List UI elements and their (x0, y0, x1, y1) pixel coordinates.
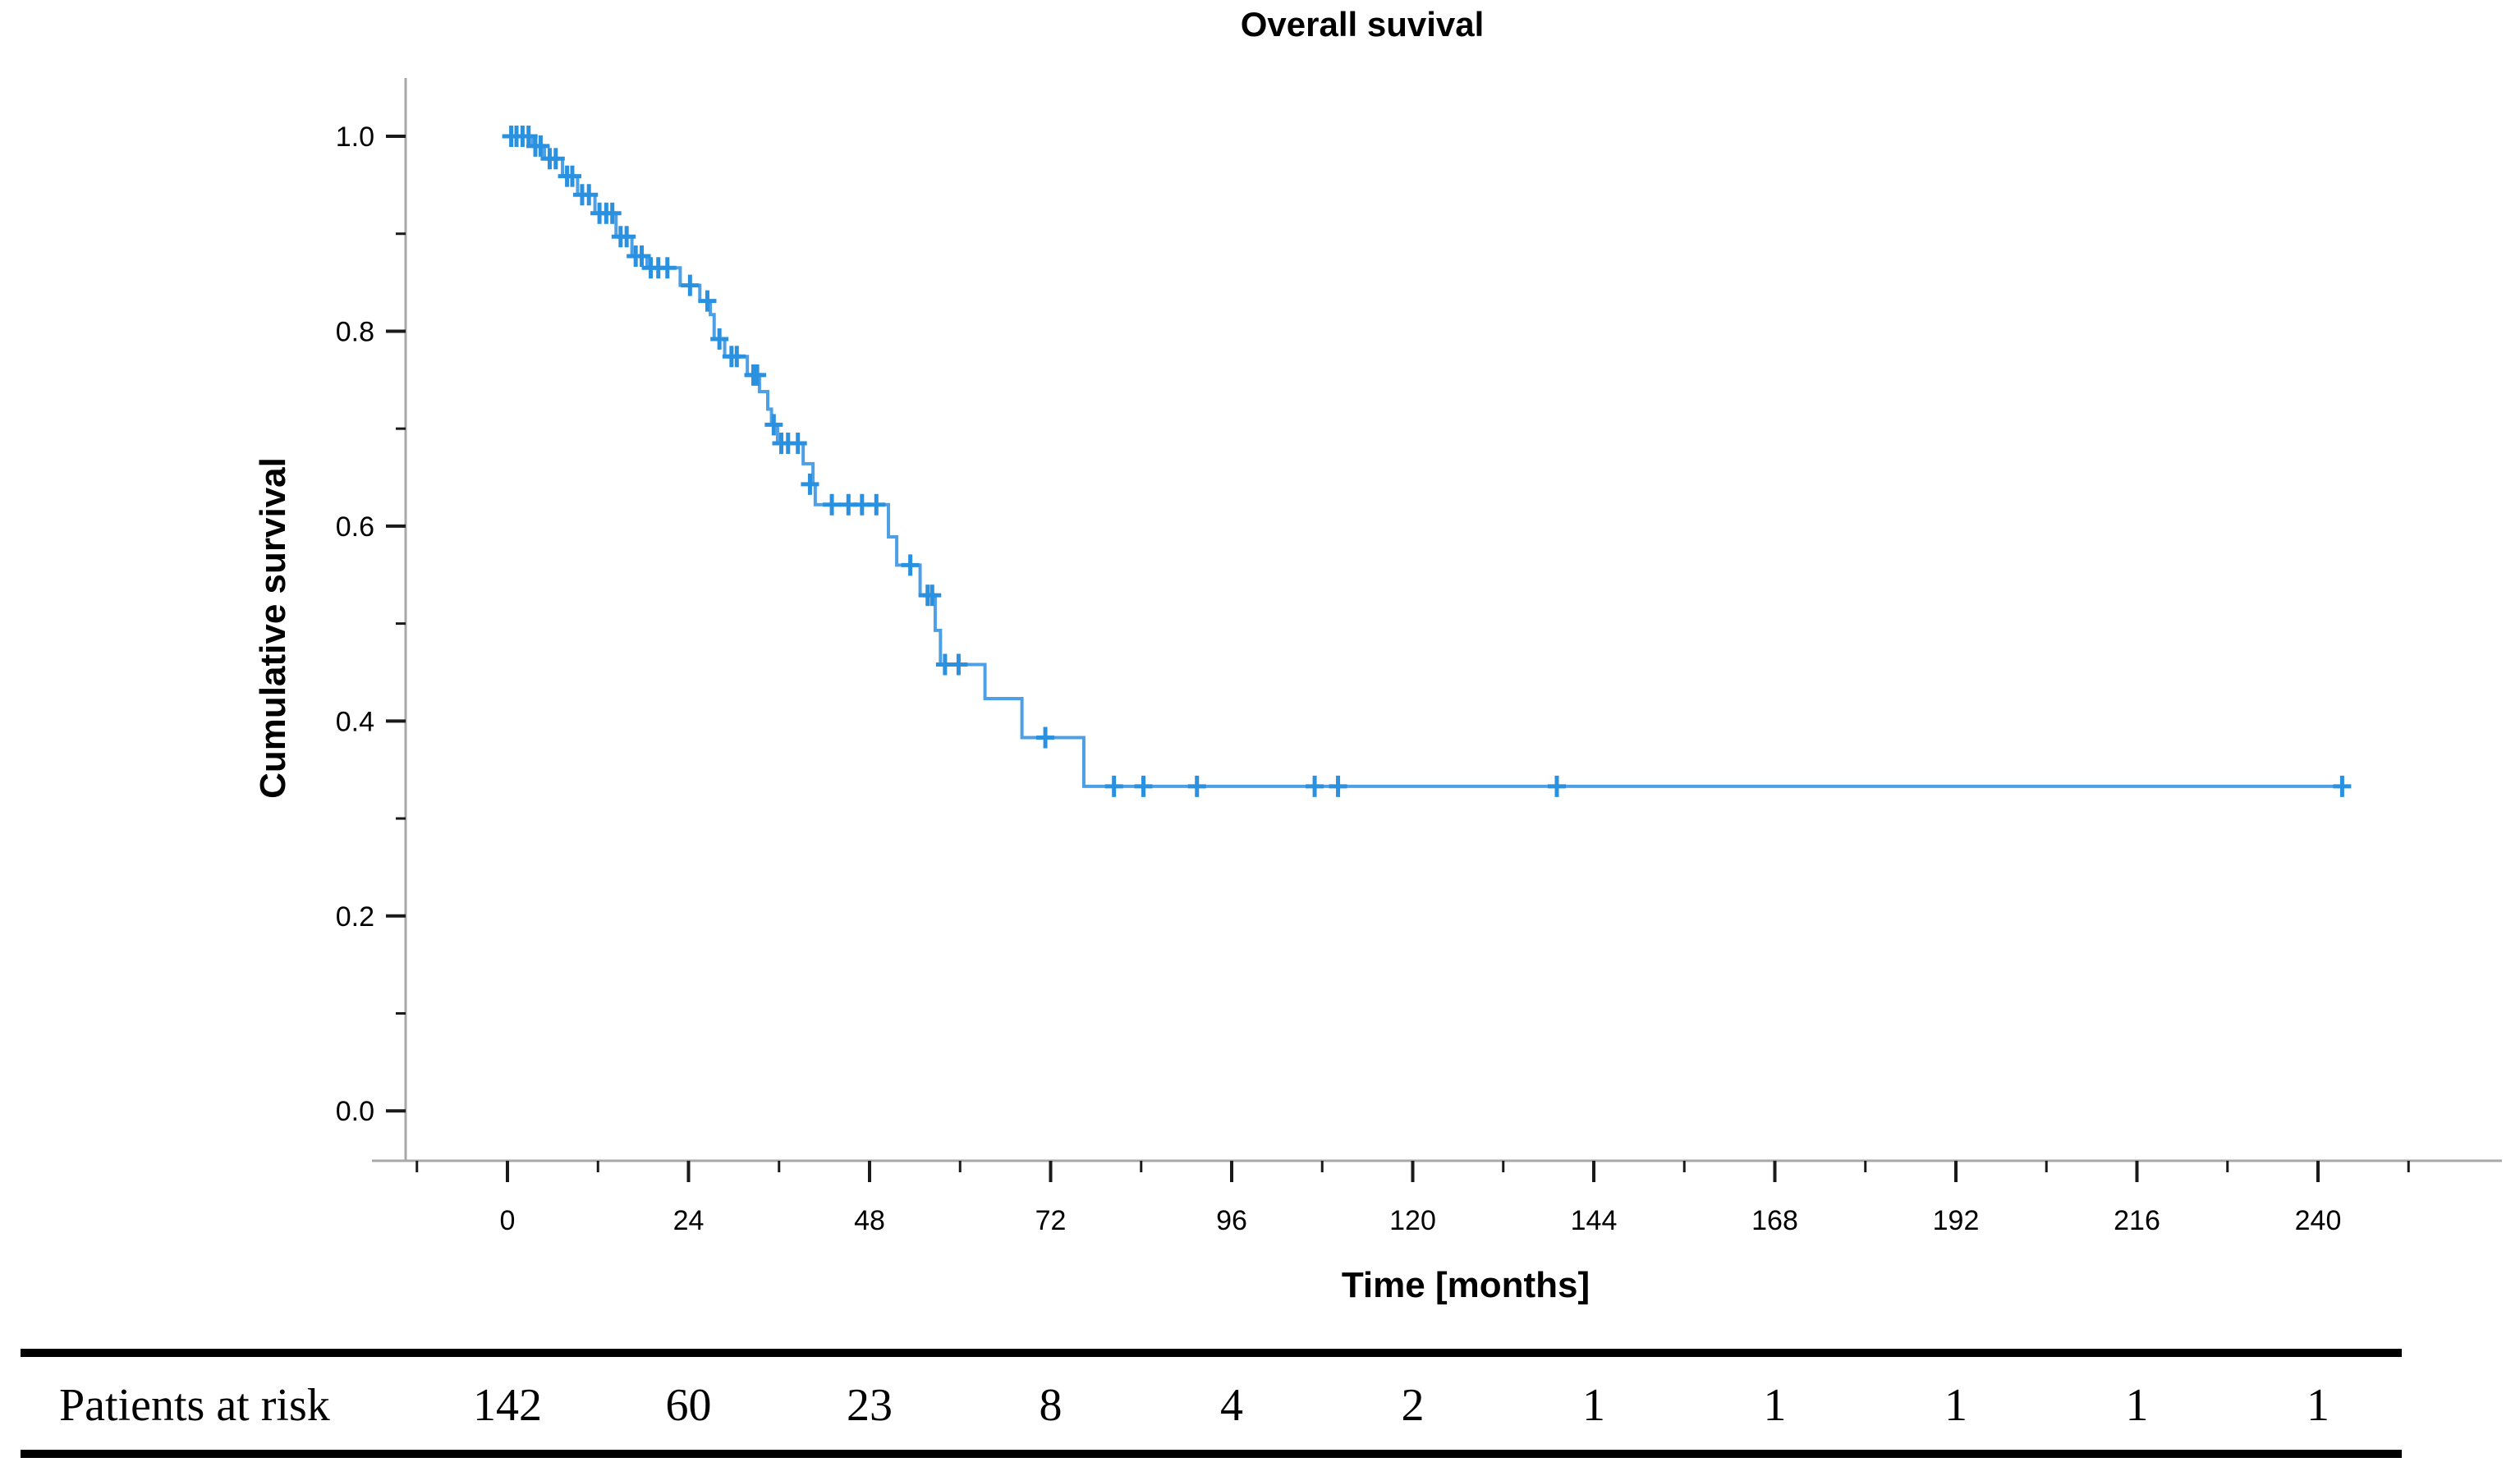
risk-count: 60 (665, 1380, 712, 1431)
risk-count: 2 (1401, 1380, 1425, 1431)
risk-count: 1 (2307, 1380, 2330, 1431)
x-tick-label: 216 (2114, 1205, 2160, 1236)
y-tick-label: 1.0 (336, 121, 374, 153)
risk-count: 23 (847, 1380, 893, 1431)
x-tick-label: 0 (500, 1205, 516, 1236)
y-axis-label: Cumulative survival (253, 457, 293, 799)
risk-count: 4 (1220, 1380, 1243, 1431)
risk-count: 142 (473, 1380, 542, 1431)
y-tick-label: 0.8 (336, 316, 374, 347)
chart-title: Overall suvival (1240, 5, 1485, 44)
y-tick-label: 0.2 (336, 901, 374, 933)
risk-count: 1 (1763, 1380, 1787, 1431)
x-tick-label: 96 (1216, 1205, 1247, 1236)
x-axis-label: Time [months] (1341, 1265, 1590, 1305)
risk-table-bottom-rule (21, 1450, 2402, 1458)
x-tick-label: 72 (1035, 1205, 1067, 1236)
x-tick-label: 48 (854, 1205, 885, 1236)
km-curve (507, 135, 2343, 788)
risk-count: 1 (1944, 1380, 1967, 1431)
risk-count: 8 (1039, 1380, 1063, 1431)
x-tick-label: 240 (2295, 1205, 2342, 1236)
x-tick-label: 24 (673, 1205, 705, 1236)
x-tick-label: 120 (1389, 1205, 1436, 1236)
x-tick-label: 192 (1933, 1205, 1980, 1236)
risk-table-top-rule (21, 1349, 2402, 1357)
x-tick-label: 144 (1571, 1205, 1618, 1236)
risk-count: 1 (2125, 1380, 2149, 1431)
risk-count: 1 (1582, 1380, 1605, 1431)
y-tick-label: 0.6 (336, 511, 374, 543)
risk-table-label: Patients at risk (59, 1380, 330, 1431)
y-tick-label: 0.4 (336, 706, 374, 737)
x-tick-label: 168 (1751, 1205, 1798, 1236)
y-tick-label: 0.0 (336, 1096, 374, 1127)
